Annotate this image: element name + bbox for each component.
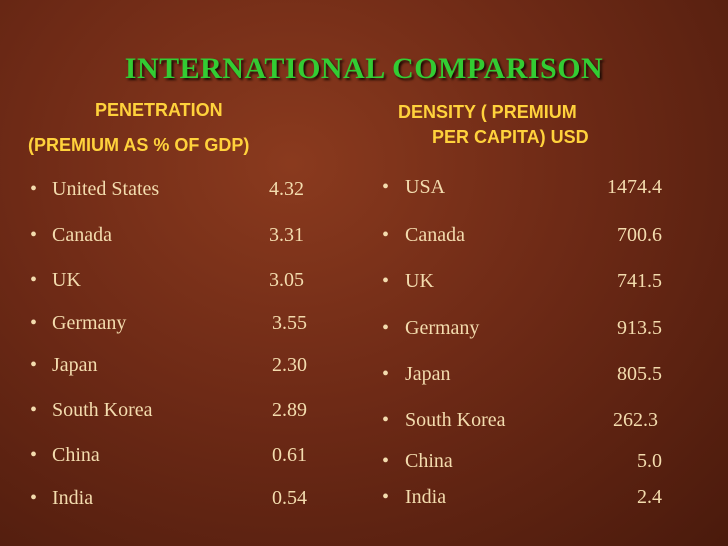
density-value: 700.6 <box>617 224 662 246</box>
density-value: 741.5 <box>617 270 662 292</box>
country-name: South Korea <box>52 399 153 421</box>
country-name: Japan <box>405 363 451 385</box>
country-name: South Korea <box>405 409 506 431</box>
density-value: 1474.4 <box>607 176 662 198</box>
density-value: 5.0 <box>637 450 662 472</box>
country-name: China <box>405 450 453 472</box>
bullet: • <box>30 224 38 246</box>
bullet: • <box>30 487 38 509</box>
country-name: Canada <box>52 224 112 246</box>
country-name: UK <box>405 270 434 292</box>
country-name: Germany <box>52 312 127 334</box>
country-name: India <box>52 487 94 509</box>
penetration-value: 4.32 <box>269 178 304 200</box>
country-name: China <box>52 444 100 466</box>
density-value: 2.4 <box>637 486 662 508</box>
column-header: DENSITY ( PREMIUM <box>398 102 577 122</box>
bullet: • <box>30 178 38 200</box>
bullet: • <box>382 363 390 385</box>
bullet: • <box>30 312 38 334</box>
bullet: • <box>382 317 390 339</box>
bullet: • <box>382 224 390 246</box>
country-name: India <box>405 486 447 508</box>
column-header: (PREMIUM AS % OF GDP) <box>28 135 250 155</box>
bullet: • <box>30 269 38 291</box>
bullet: • <box>382 176 390 198</box>
penetration-value: 0.61 <box>272 444 307 466</box>
country-name: Japan <box>52 354 98 376</box>
country-name: Canada <box>405 224 465 246</box>
country-name: USA <box>405 176 446 198</box>
country-name: UK <box>52 269 81 291</box>
penetration-value: 3.31 <box>269 224 304 246</box>
bullet: • <box>30 399 38 421</box>
penetration-value: 3.05 <box>269 269 304 291</box>
penetration-value: 2.89 <box>272 399 307 421</box>
bullet: • <box>30 354 38 376</box>
country-name: United States <box>52 178 160 200</box>
bullet: • <box>382 409 390 431</box>
column-header: PENETRATION <box>95 100 223 120</box>
bullet: • <box>382 450 390 472</box>
bullet: • <box>30 444 38 466</box>
penetration-value: 3.55 <box>272 312 307 334</box>
density-value: 805.5 <box>617 363 662 385</box>
penetration-value: 0.54 <box>272 487 307 509</box>
density-value: 262.3 <box>613 409 658 431</box>
country-name: Germany <box>405 317 480 339</box>
column-header: PER CAPITA) USD <box>432 127 589 147</box>
density-value: 913.5 <box>617 317 662 339</box>
penetration-value: 2.30 <box>272 354 307 376</box>
bullet: • <box>382 270 390 292</box>
slide-title: INTERNATIONAL COMPARISON <box>124 52 604 85</box>
bullet: • <box>382 486 390 508</box>
